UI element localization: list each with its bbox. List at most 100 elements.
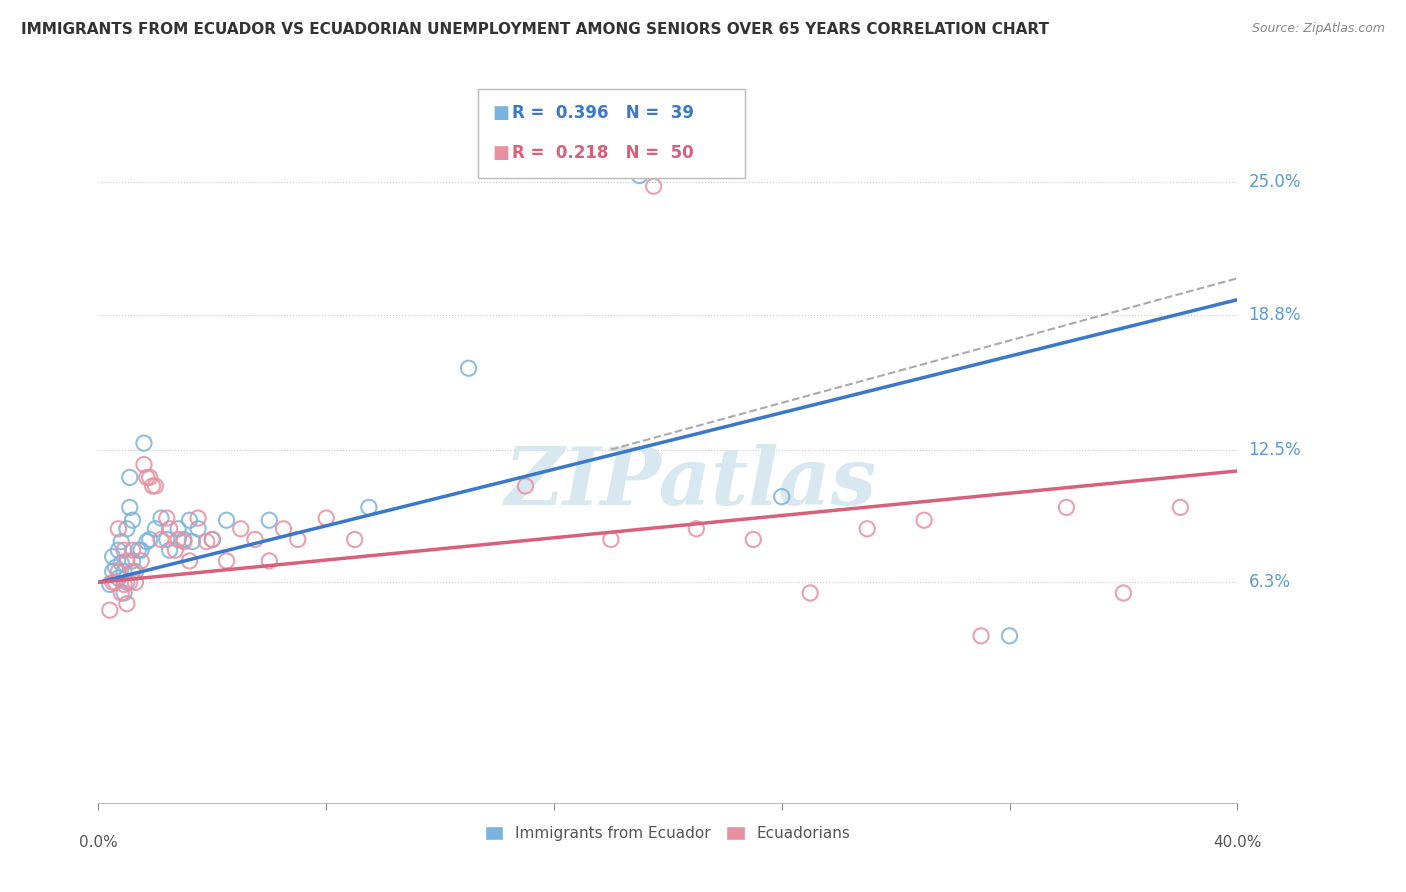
Text: 6.3%: 6.3% [1249,574,1291,591]
Text: IMMIGRANTS FROM ECUADOR VS ECUADORIAN UNEMPLOYMENT AMONG SENIORS OVER 65 YEARS C: IMMIGRANTS FROM ECUADOR VS ECUADORIAN UN… [21,22,1049,37]
Point [110,586,132,600]
Point [201,533,224,547]
Text: 18.8%: 18.8% [1249,306,1301,324]
Point [150,511,173,525]
Point [1112,586,1135,600]
Point [315,511,337,525]
Point [112,577,135,591]
Text: Source: ZipAtlas.com: Source: ZipAtlas.com [1251,22,1385,36]
Point [357,500,380,515]
Text: ■: ■ [492,145,509,162]
Point [112,586,135,600]
Point [107,565,129,579]
Point [628,169,651,183]
Point [115,597,138,611]
Point [127,543,149,558]
Point [229,522,252,536]
Point [110,556,132,570]
Point [998,629,1021,643]
Point [112,565,135,579]
Point [115,522,138,536]
Text: ZIPatlas: ZIPatlas [505,444,877,522]
Point [912,513,935,527]
Point [643,179,665,194]
Point [243,533,266,547]
Text: 0.0%: 0.0% [79,835,118,850]
Point [104,575,127,590]
Point [173,533,195,547]
Point [165,543,187,558]
Point [118,470,141,484]
Point [167,533,190,547]
Text: ■: ■ [492,104,509,122]
Point [742,533,765,547]
Text: 25.0%: 25.0% [1249,173,1301,191]
Point [343,533,366,547]
Point [770,490,793,504]
Point [115,554,138,568]
Point [132,436,155,450]
Point [179,513,201,527]
Point [181,534,204,549]
Text: R =  0.218   N =  50: R = 0.218 N = 50 [512,145,693,162]
Point [259,554,281,568]
Point [156,533,179,547]
Point [141,479,163,493]
Point [104,560,127,574]
Point [118,575,141,590]
Point [856,522,879,536]
Point [135,470,157,484]
Point [215,554,238,568]
Point [121,513,143,527]
Point [101,565,124,579]
Point [98,577,121,591]
Text: R =  0.396   N =  39: R = 0.396 N = 39 [512,104,693,122]
Text: 12.5%: 12.5% [1249,441,1301,458]
Point [124,575,146,590]
Point [600,533,623,547]
Point [187,522,209,536]
Point [115,575,138,590]
Point [145,479,167,493]
Point [129,554,152,568]
Point [156,511,179,525]
Point [107,522,129,536]
Point [101,575,124,590]
Point [159,543,181,558]
Point [107,571,129,585]
Point [195,534,218,549]
Point [150,533,173,547]
Point [970,629,993,643]
Point [98,603,121,617]
Point [179,554,201,568]
Point [273,522,295,536]
Point [129,543,152,558]
Point [799,586,821,600]
Point [259,513,281,527]
Text: 40.0%: 40.0% [1213,835,1261,850]
Point [138,533,160,547]
Point [107,543,129,558]
Point [145,522,167,536]
Point [167,522,190,536]
Point [112,543,135,558]
Point [118,500,141,515]
Point [201,533,224,547]
Point [457,361,479,376]
Point [121,565,143,579]
Point [138,470,160,484]
Point [173,534,195,549]
Point [215,513,238,527]
Point [287,533,309,547]
Point [187,511,209,525]
Point [110,534,132,549]
Point [1056,500,1078,515]
Point [121,554,143,568]
Point [159,522,181,536]
Point [132,458,155,472]
Point [685,522,707,536]
Legend: Immigrants from Ecuador, Ecuadorians: Immigrants from Ecuador, Ecuadorians [479,820,856,847]
Point [1170,500,1192,515]
Point [135,534,157,549]
Point [124,565,146,579]
